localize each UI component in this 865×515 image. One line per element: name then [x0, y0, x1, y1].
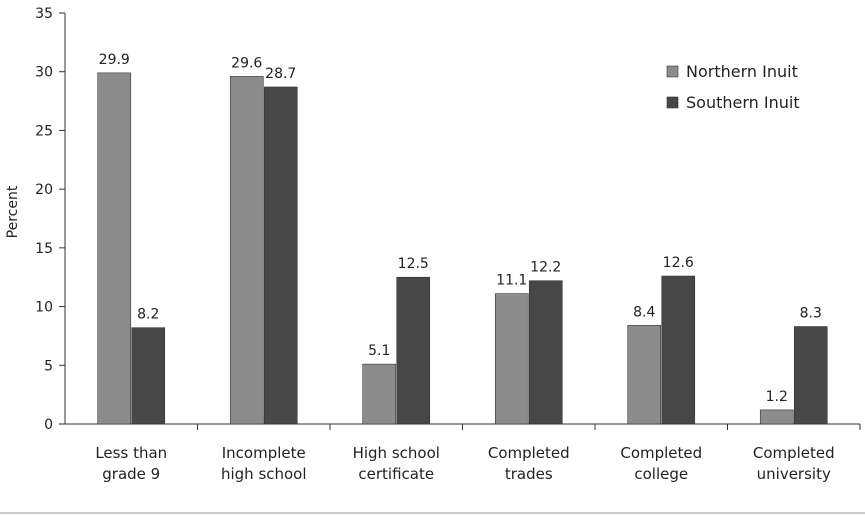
y-tick-label: 10 — [35, 300, 53, 316]
y-tick-label: 30 — [35, 65, 53, 81]
data-label-northern: 1.2 — [766, 389, 788, 405]
y-tick-label: 35 — [35, 6, 53, 22]
x-category-label: Completed — [488, 444, 570, 462]
data-label-southern: 8.2 — [137, 307, 159, 323]
data-label-northern: 8.4 — [633, 304, 655, 320]
bar-southern — [396, 276, 431, 425]
data-label-southern: 12.2 — [530, 260, 561, 276]
bar-southern — [131, 327, 166, 425]
x-category-label: Completed — [620, 444, 702, 462]
data-label-southern: 8.3 — [800, 306, 822, 322]
bar-northern — [494, 293, 529, 425]
bar-northern — [229, 76, 264, 425]
legend-swatch-southern — [666, 96, 679, 109]
x-category-label: trades — [505, 465, 553, 483]
bar-southern — [528, 280, 563, 425]
data-label-northern: 11.1 — [496, 273, 527, 289]
x-category-label: Completed — [753, 444, 835, 462]
y-tick-label: 5 — [44, 358, 53, 374]
x-category-label: certificate — [358, 465, 434, 483]
data-label-southern: 12.5 — [398, 256, 429, 272]
bar-northern — [97, 72, 132, 425]
x-category-label: Less than — [95, 444, 167, 462]
legend: Northern Inuit Southern Inuit — [666, 62, 800, 112]
chart-data-labels: 29.9 8.2 29.628.7 5.1 12.5 11.112.2 8.4 12.6 1.2… — [99, 52, 822, 405]
y-tick-label: 0 — [44, 417, 53, 433]
data-label-northern: 29.6 — [231, 55, 262, 71]
x-category-label: university — [757, 465, 831, 483]
data-label-northern: 29.9 — [99, 52, 130, 68]
x-category-label: college — [634, 465, 688, 483]
y-tick-label: 15 — [35, 241, 53, 257]
x-category-label: High school — [353, 444, 440, 462]
bar-northern — [627, 325, 662, 425]
x-category-label: grade 9 — [102, 465, 160, 483]
x-category-label: Incomplete — [222, 444, 306, 462]
data-label-southern: 12.6 — [663, 255, 694, 271]
legend-swatch-northern — [666, 65, 679, 78]
bar-southern — [793, 326, 828, 425]
x-category-label: high school — [221, 465, 307, 483]
legend-label-northern: Northern Inuit — [686, 62, 798, 81]
data-label-northern: 5.1 — [368, 343, 390, 359]
y-axis-title: Percent — [5, 185, 21, 238]
bar-northern — [362, 363, 397, 425]
chart-bars — [97, 72, 828, 425]
legend-label-southern: Southern Inuit — [686, 93, 800, 112]
bar-southern — [661, 275, 696, 425]
chart-axes: 0 5 10 15 20 25 30 35 — [35, 6, 861, 433]
y-tick-label: 20 — [35, 182, 53, 198]
bar-northern — [759, 409, 794, 425]
data-label-southern: 28.7 — [265, 66, 296, 82]
x-category-labels: Less than grade 9 Incomplete high school Hig… — [95, 444, 834, 483]
bar-southern — [263, 86, 298, 425]
y-tick-label: 25 — [35, 123, 53, 139]
